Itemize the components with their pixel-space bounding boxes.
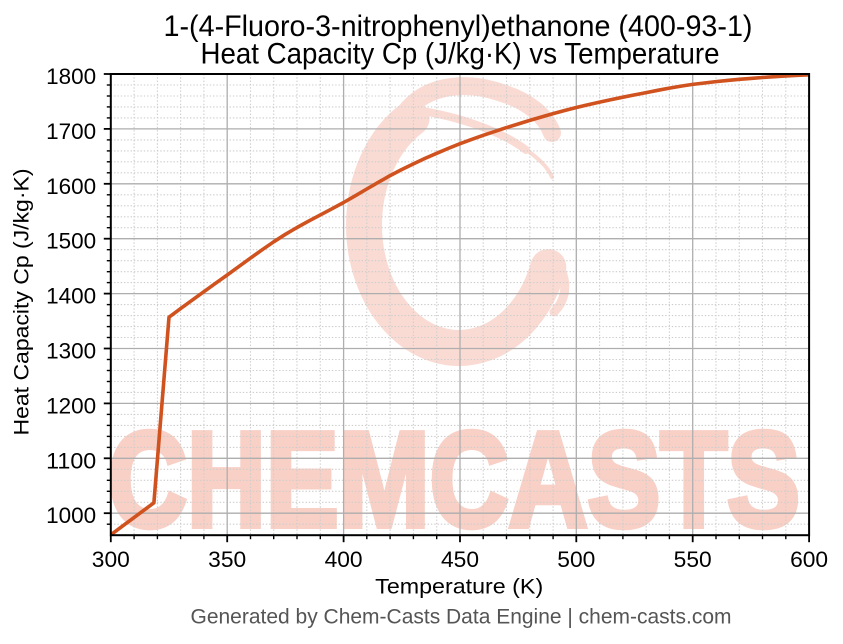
svg-text:350: 350 (208, 547, 246, 572)
svg-text:CHEMCASTS: CHEMCASTS (108, 404, 800, 555)
svg-text:450: 450 (441, 547, 479, 572)
svg-text:1400: 1400 (46, 284, 96, 309)
svg-text:1700: 1700 (46, 119, 96, 144)
svg-text:Heat Capacity Cp (J/kg·K): Heat Capacity Cp (J/kg·K) (9, 169, 34, 436)
svg-text:300: 300 (92, 547, 130, 572)
svg-text:500: 500 (557, 547, 595, 572)
svg-text:1300: 1300 (46, 339, 96, 364)
svg-text:1100: 1100 (46, 448, 96, 473)
svg-text:Temperature (K): Temperature (K) (375, 576, 543, 599)
svg-text:1200: 1200 (46, 393, 96, 418)
svg-text:1000: 1000 (46, 503, 96, 528)
svg-text:550: 550 (674, 547, 712, 572)
svg-text:1500: 1500 (46, 229, 96, 254)
svg-text:400: 400 (325, 547, 363, 572)
svg-text:Heat Capacity Cp (J/kg·K) vs T: Heat Capacity Cp (J/kg·K) vs Temperature (201, 38, 720, 71)
svg-text:Generated by Chem-Casts Data E: Generated by Chem-Casts Data Engine | ch… (191, 605, 732, 628)
svg-text:1600: 1600 (46, 174, 96, 199)
svg-text:1800: 1800 (46, 64, 96, 89)
svg-text:1-(4-Fluoro-3-nitrophenyl)etha: 1-(4-Fluoro-3-nitrophenyl)ethanone (400-… (164, 10, 753, 43)
svg-text:600: 600 (790, 547, 828, 572)
